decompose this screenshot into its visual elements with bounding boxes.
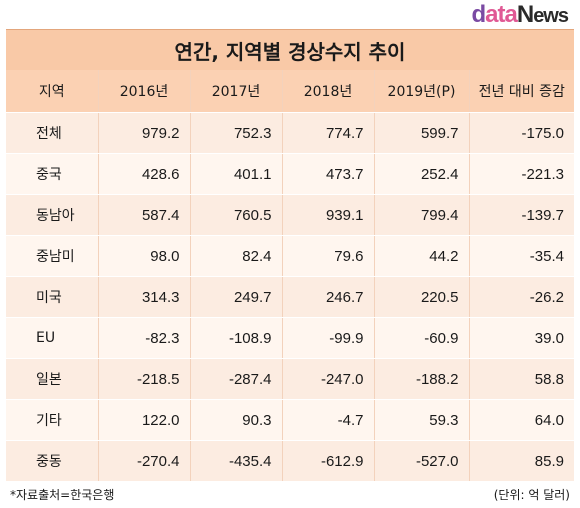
value-cell: -218.5 (97, 358, 190, 400)
value-cell: 752.3 (189, 112, 282, 154)
value-cell: 252.4 (373, 153, 469, 195)
value-cell: 98.0 (97, 235, 190, 277)
source-note: *자료출처=한국은행 (10, 488, 115, 502)
value-cell: 82.4 (189, 235, 282, 277)
change-cell: -139.7 (468, 194, 574, 236)
value-cell: 760.5 (189, 194, 282, 236)
value-cell: -435.4 (189, 440, 282, 482)
table-title: 연간, 지역별 경상수지 추이 (6, 29, 574, 70)
region-cell: 동남아 (6, 194, 98, 236)
region-cell: 중동 (6, 440, 98, 482)
unit-note: (단위: 억 달러) (493, 488, 570, 502)
region-cell: 기타 (6, 399, 98, 441)
logo-d: d (471, 1, 486, 28)
header-change: 전년 대비 증감 (468, 70, 574, 113)
value-cell: 587.4 (97, 194, 190, 236)
table-row: 동남아 587.4 760.5 939.1 799.4 -139.7 (6, 194, 574, 236)
value-cell: 979.2 (97, 112, 190, 154)
value-cell: 314.3 (97, 276, 190, 318)
change-cell: 39.0 (468, 317, 574, 359)
datanews-logo: dataNews (471, 1, 569, 28)
header-region: 지역 (6, 70, 98, 113)
value-cell: 246.7 (281, 276, 374, 318)
header-2017: 2017년 (189, 70, 282, 113)
table-header-row: 지역 2016년 2017년 2018년 2019년(P) 전년 대비 증감 (6, 70, 574, 113)
value-cell: 939.1 (281, 194, 374, 236)
region-cell: 일본 (6, 358, 98, 400)
change-cell: 58.8 (468, 358, 574, 400)
value-cell: 799.4 (373, 194, 469, 236)
value-cell: 59.3 (373, 399, 469, 441)
table-row: 기타 122.0 90.3 -4.7 59.3 64.0 (6, 399, 574, 441)
change-cell: -175.0 (468, 112, 574, 154)
table-row: 중동 -270.4 -435.4 -612.9 -527.0 85.9 (6, 440, 574, 482)
region-cell: 미국 (6, 276, 98, 318)
change-cell: 64.0 (468, 399, 574, 441)
logo-n: N (516, 1, 534, 28)
region-cell: EU (6, 317, 98, 359)
value-cell: 599.7 (373, 112, 469, 154)
header-2016: 2016년 (97, 70, 190, 113)
value-cell: 90.3 (189, 399, 282, 441)
table-row: 미국 314.3 249.7 246.7 220.5 -26.2 (6, 276, 574, 318)
header-2018: 2018년 (281, 70, 374, 113)
value-cell: -247.0 (281, 358, 374, 400)
value-cell: -188.2 (373, 358, 469, 400)
change-cell: 85.9 (468, 440, 574, 482)
value-cell: 44.2 (373, 235, 469, 277)
table-row: 일본 -218.5 -287.4 -247.0 -188.2 58.8 (6, 358, 574, 400)
value-cell: -612.9 (281, 440, 374, 482)
value-cell: 249.7 (189, 276, 282, 318)
value-cell: -287.4 (189, 358, 282, 400)
balance-table: 지역 2016년 2017년 2018년 2019년(P) 전년 대비 증감 전… (6, 70, 574, 482)
value-cell: -108.9 (189, 317, 282, 359)
value-cell: 774.7 (281, 112, 374, 154)
logo-ews: ews (533, 5, 569, 27)
region-cell: 중국 (6, 153, 98, 195)
change-cell: -26.2 (468, 276, 574, 318)
table-row: 전체 979.2 752.3 774.7 599.7 -175.0 (6, 112, 574, 154)
value-cell: 122.0 (97, 399, 190, 441)
logo-ata: ata (485, 1, 518, 28)
value-cell: 79.6 (281, 235, 374, 277)
value-cell: -270.4 (97, 440, 190, 482)
value-cell: -4.7 (281, 399, 374, 441)
table-row: 중남미 98.0 82.4 79.6 44.2 -35.4 (6, 235, 574, 277)
value-cell: -60.9 (373, 317, 469, 359)
value-cell: 220.5 (373, 276, 469, 318)
value-cell: 473.7 (281, 153, 374, 195)
value-cell: -99.9 (281, 317, 374, 359)
value-cell: -527.0 (373, 440, 469, 482)
table-row: EU -82.3 -108.9 -99.9 -60.9 39.0 (6, 317, 574, 359)
value-cell: 401.1 (189, 153, 282, 195)
table-row: 중국 428.6 401.1 473.7 252.4 -221.3 (6, 153, 574, 195)
value-cell: 428.6 (97, 153, 190, 195)
change-cell: -221.3 (468, 153, 574, 195)
header-2019: 2019년(P) (373, 70, 469, 113)
value-cell: -82.3 (97, 317, 190, 359)
region-cell: 전체 (6, 112, 98, 154)
change-cell: -35.4 (468, 235, 574, 277)
region-cell: 중남미 (6, 235, 98, 277)
